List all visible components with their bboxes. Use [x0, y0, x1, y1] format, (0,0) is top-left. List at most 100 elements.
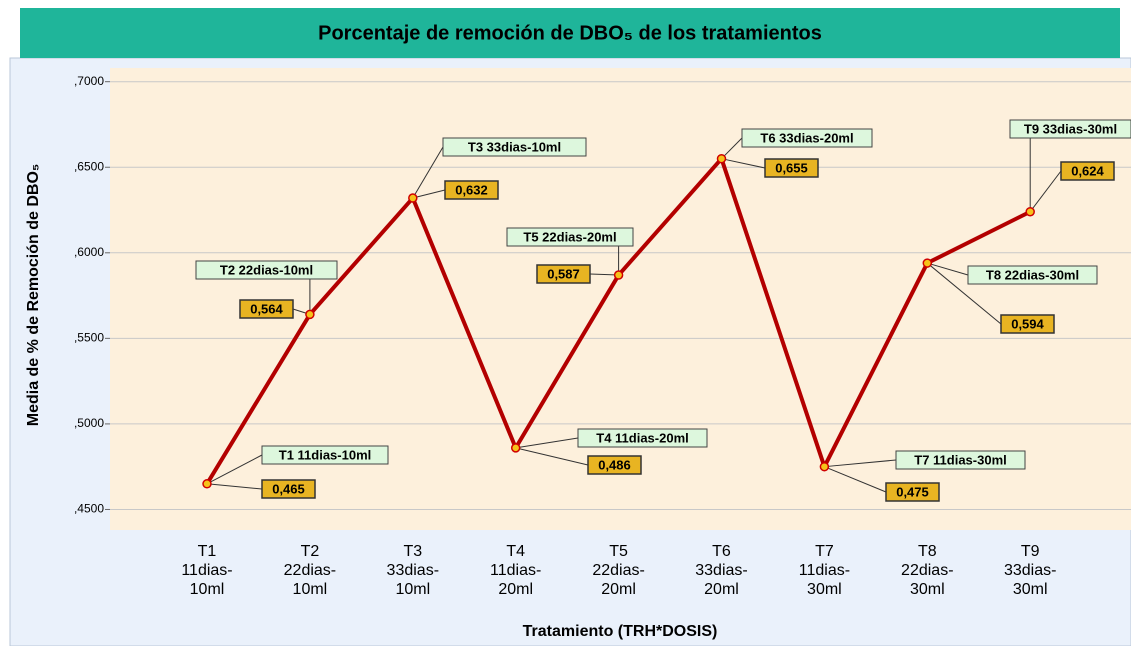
x-tick-label-line: T4 [506, 543, 525, 560]
y-tick-label: ,5500 [74, 331, 104, 345]
x-tick-label-line: 33dias- [387, 562, 439, 579]
point-label-box [967, 265, 1098, 285]
x-tick-label-line: 20ml [601, 581, 636, 598]
point-label: T8 22dias-30ml [986, 267, 1079, 282]
value-label-box [1000, 314, 1055, 334]
value-label-box [764, 158, 819, 178]
x-tick-label-line: T3 [403, 543, 422, 560]
point-label-box [195, 260, 338, 280]
point-label: T5 22dias-20ml [523, 229, 616, 244]
y-tick-label: ,4500 [74, 502, 104, 516]
x-tick-label-line: 20ml [498, 581, 533, 598]
x-tick-label-line: 10ml [190, 581, 225, 598]
x-tick-label-line: 20ml [704, 581, 739, 598]
x-tick-label: T1 11dias- 10ml [181, 543, 232, 598]
point-label: T4 11dias-20ml [596, 430, 689, 445]
x-tick-label: T6 33dias- 20ml [695, 543, 747, 598]
x-tick-label-line: 30ml [910, 581, 945, 598]
data-point [716, 153, 727, 164]
x-tick-label: T7 11dias- 30ml [799, 543, 850, 598]
leader-line [515, 437, 579, 449]
point-label-box [442, 137, 587, 157]
x-tick-label-line: T2 [301, 543, 320, 560]
x-tick-label-line: T1 [198, 543, 217, 560]
x-tick-label-line: 10ml [293, 581, 328, 598]
point-label: T6 33dias-20ml [760, 130, 853, 145]
x-tick-label-line: 11dias- [799, 562, 850, 579]
point-label-box [506, 227, 634, 247]
leader-line [206, 454, 263, 485]
value-label-box [536, 264, 591, 284]
data-point [408, 193, 418, 203]
y-tick-label: ,5000 [74, 416, 104, 430]
leader-line [1029, 170, 1062, 213]
point-label-box [261, 445, 389, 465]
data-point [510, 443, 521, 453]
x-tick-label-line: 22dias- [901, 562, 953, 579]
x-tick-label: T8 22dias- 30ml [901, 543, 953, 598]
x-tick-label-line: T7 [815, 543, 834, 560]
title-bar [20, 8, 1120, 58]
leader-line [927, 262, 969, 276]
value-label-box [1060, 161, 1115, 181]
point-label: T7 11dias-30ml [914, 452, 1007, 467]
value-label: 0,564 [250, 301, 283, 316]
x-tick-label-line: 10ml [395, 581, 430, 598]
value-label: 0,465 [272, 481, 305, 496]
value-label: 0,624 [1071, 163, 1104, 178]
x-tick-label-line: 33dias- [695, 562, 747, 579]
x-tick-label-line: 22dias- [592, 562, 644, 579]
x-tick-label-line: 30ml [807, 581, 842, 598]
point-label-box [895, 450, 1026, 470]
x-tick-label: T4 11dias- 20ml [490, 543, 541, 598]
leader-line [926, 262, 1002, 325]
y-tick-label: ,6000 [74, 245, 104, 259]
value-label-box [587, 455, 642, 475]
x-tick-label: T2 22dias- 10ml [284, 543, 336, 598]
value-label-box [444, 180, 499, 200]
point-label-box [741, 128, 873, 148]
x-tick-label-line: T8 [918, 543, 937, 560]
value-label: 0,655 [775, 160, 808, 175]
x-tick-label: T9 33dias- 30ml [1004, 543, 1056, 598]
point-label: T1 11dias-10ml [279, 447, 372, 462]
x-tick-label: T5 22dias- 20ml [592, 543, 644, 598]
value-label-box [261, 479, 316, 499]
x-tick-label-line: T5 [609, 543, 628, 560]
y-axis-title: Media de % de Remoción de DBO₅ [25, 164, 42, 427]
value-label: 0,594 [1011, 316, 1044, 331]
point-label: T2 22dias-10ml [220, 262, 313, 277]
x-tick-label-line: T6 [712, 543, 731, 560]
point-label-box [577, 428, 708, 448]
leader-line [412, 189, 446, 199]
leader-line [824, 459, 897, 468]
x-tick-label-line: T9 [1021, 543, 1040, 560]
data-point [613, 270, 624, 280]
data-point [305, 309, 315, 320]
point-label: T9 33dias-30ml [1024, 121, 1117, 136]
x-tick-label-line: 33dias- [1004, 562, 1056, 579]
leader-line [721, 158, 766, 169]
leader-line [721, 137, 743, 160]
point-label-box [1009, 119, 1131, 139]
x-tick-label-line: 11dias- [490, 562, 541, 579]
x-tick-label: T3 33dias- 10ml [387, 543, 439, 598]
data-point [819, 461, 830, 472]
point-label: T3 33dias-10ml [468, 139, 561, 154]
leader-line [206, 483, 263, 490]
leader-line [412, 146, 444, 199]
value-label: 0,632 [455, 182, 488, 197]
value-label: 0,475 [896, 484, 929, 499]
y-tick-label: ,6500 [74, 159, 104, 173]
data-point [202, 479, 212, 489]
value-label-box [239, 299, 294, 319]
x-tick-label-line: 22dias- [284, 562, 336, 579]
x-tick-label-line: 30ml [1013, 581, 1048, 598]
value-label: 0,587 [547, 266, 580, 281]
value-label-box [885, 482, 940, 502]
y-tick-label: ,7000 [74, 74, 104, 88]
chart-title: Porcentaje de remoción de DBO₅ de los tr… [318, 22, 822, 44]
data-point [922, 258, 933, 268]
x-axis-title: Tratamiento (TRH*DOSIS) [523, 623, 718, 640]
